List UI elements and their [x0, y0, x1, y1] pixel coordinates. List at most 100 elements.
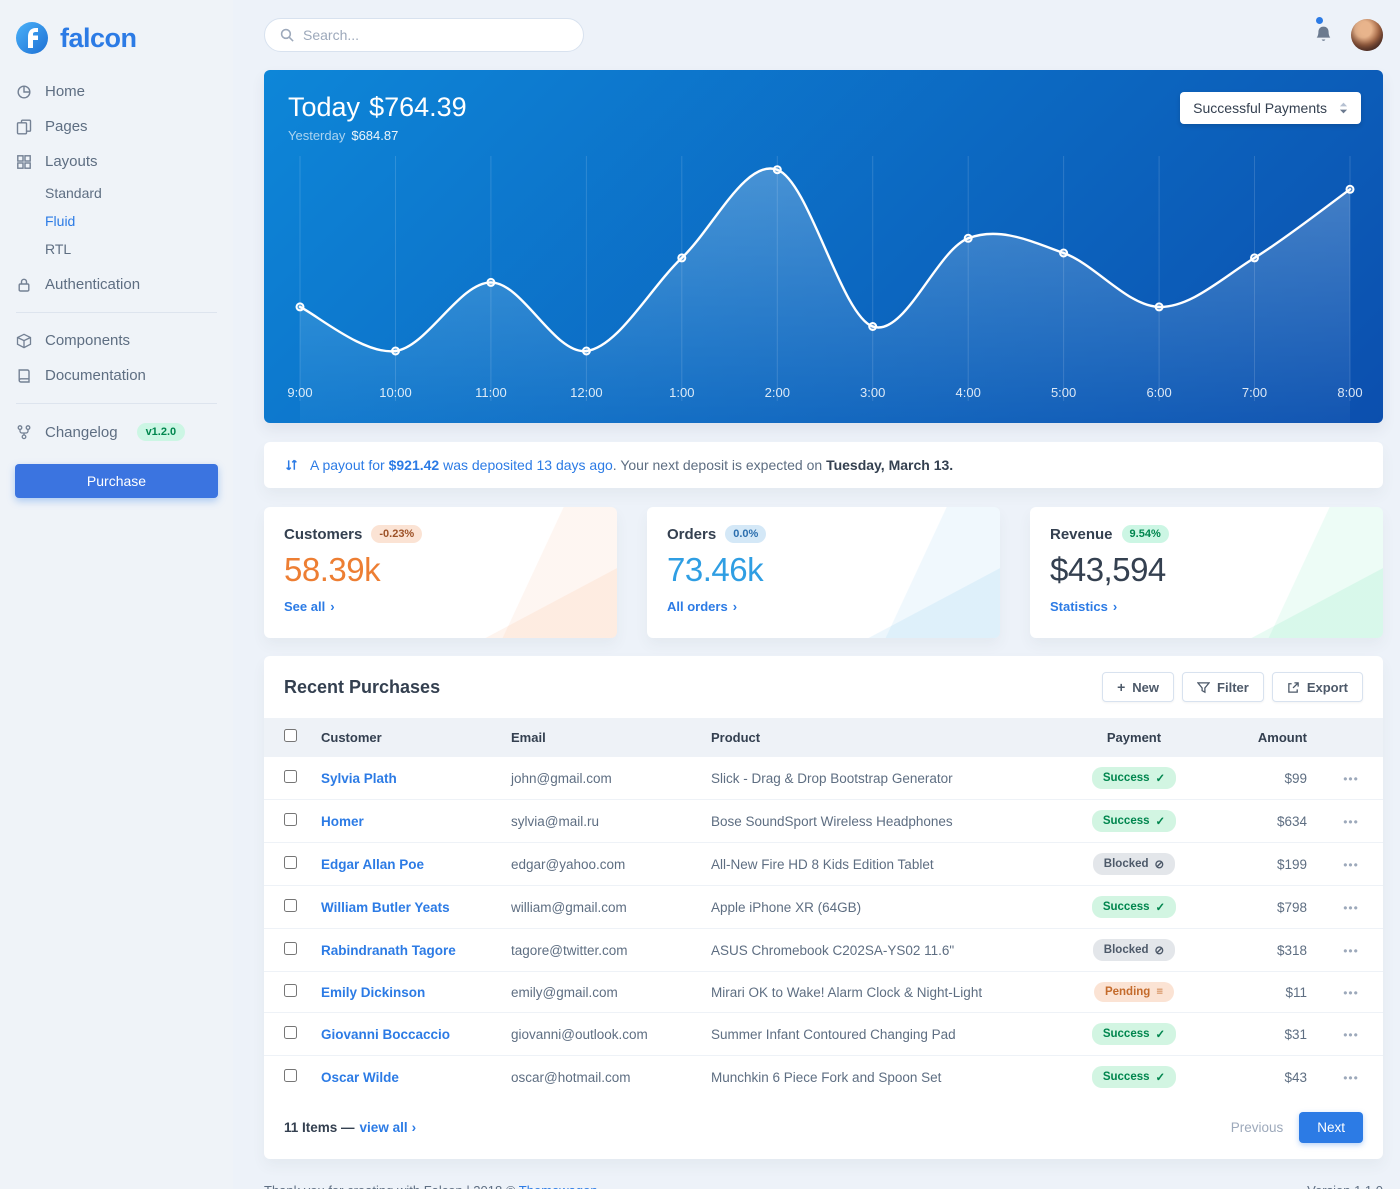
view-all-link[interactable]: view all ›: [359, 1120, 417, 1135]
export-button[interactable]: Export: [1271, 672, 1363, 702]
purchase-button[interactable]: Purchase: [15, 464, 218, 498]
sidebar-item-label: Components: [45, 332, 131, 349]
amount-cell: $11: [1214, 971, 1319, 1013]
chart-today-value: $764.39: [369, 92, 467, 122]
row-checkbox[interactable]: [284, 813, 297, 826]
previous-button[interactable]: Previous: [1230, 1120, 1284, 1135]
sidebar-item-fluid[interactable]: Fluid: [45, 213, 76, 229]
row-checkbox[interactable]: [284, 984, 297, 997]
row-actions-button[interactable]: •••: [1343, 985, 1359, 1000]
payment-status-icon: ✓: [1155, 1029, 1166, 1041]
row-actions-button[interactable]: •••: [1343, 1027, 1359, 1042]
sidebar-item-documentation[interactable]: Documentation: [0, 358, 233, 393]
row-actions-button[interactable]: •••: [1343, 814, 1359, 829]
stat-value: 73.46k: [667, 551, 764, 588]
payout-notice: A payout for $921.42 was deposited 13 da…: [264, 442, 1383, 488]
row-checkbox[interactable]: [284, 770, 297, 783]
page-footer: Thank you for creating with Falcon | 201…: [264, 1173, 1383, 1189]
sidebar-item-components[interactable]: Components: [0, 323, 233, 358]
row-actions-button[interactable]: •••: [1343, 771, 1359, 786]
sidebar-item-home[interactable]: Home: [0, 74, 233, 109]
filter-button[interactable]: Filter: [1182, 672, 1264, 702]
brand-logo[interactable]: falcon: [0, 12, 233, 74]
next-button[interactable]: Next: [1299, 1112, 1363, 1143]
code-branch-icon: [17, 425, 31, 440]
row-checkbox[interactable]: [284, 942, 297, 955]
row-checkbox[interactable]: [284, 899, 297, 912]
notification-indicator: [1316, 17, 1323, 24]
payment-status-icon: ✓: [1155, 902, 1166, 914]
sidebar-item-standard[interactable]: Standard: [45, 185, 102, 201]
svg-text:7:00: 7:00: [1242, 385, 1267, 400]
row-checkbox[interactable]: [284, 1026, 297, 1039]
new-button[interactable]: + New: [1102, 672, 1175, 702]
payout-link[interactable]: A payout for $921.42 was deposited 13 da…: [310, 457, 613, 473]
svg-text:1:00: 1:00: [669, 385, 694, 400]
column-payment: Payment: [1054, 718, 1214, 757]
items-count: 11 Items — view all ›: [284, 1120, 417, 1135]
stat-value: $43,594: [1050, 551, 1166, 588]
email-cell: giovanni@outlook.com: [499, 1012, 699, 1056]
search-box[interactable]: [264, 18, 584, 52]
customer-link[interactable]: Giovanni Boccaccio: [321, 1026, 451, 1042]
svg-text:9:00: 9:00: [287, 385, 312, 400]
row-actions-button[interactable]: •••: [1343, 1070, 1359, 1085]
row-checkbox[interactable]: [284, 1069, 297, 1082]
email-cell: william@gmail.com: [499, 885, 699, 929]
recent-purchases-card: Recent Purchases + New Filter Export: [264, 656, 1383, 1159]
row-actions-button[interactable]: •••: [1343, 900, 1359, 915]
customer-link[interactable]: Edgar Allan Poe: [321, 856, 425, 872]
customer-link[interactable]: Sylvia Plath: [321, 770, 397, 786]
customer-link[interactable]: William Butler Yeats: [321, 899, 450, 915]
statistics-link[interactable]: Statistics ›: [1050, 599, 1118, 614]
customer-link[interactable]: Oscar Wilde: [321, 1069, 399, 1085]
payment-status-icon: ✓: [1155, 1072, 1166, 1084]
row-actions-button[interactable]: •••: [1343, 943, 1359, 958]
themewagon-link[interactable]: Themewagon: [519, 1183, 598, 1189]
payments-filter-value: Successful Payments: [1193, 100, 1327, 116]
email-cell: oscar@hotmail.com: [499, 1055, 699, 1098]
sidebar-item-layouts[interactable]: Layouts: [0, 144, 233, 179]
lock-icon: [18, 278, 30, 292]
product-cell: ASUS Chromebook C202SA-YS02 11.6": [699, 928, 1054, 972]
column-customer: Customer: [309, 718, 499, 757]
notifications-button[interactable]: [1314, 17, 1333, 49]
avatar[interactable]: [1351, 19, 1383, 51]
select-all-checkbox[interactable]: [284, 729, 297, 742]
see-all-link[interactable]: See all ›: [284, 599, 335, 614]
payment-status-icon: ⊘: [1154, 945, 1165, 957]
topbar: [264, 17, 1383, 53]
stat-badge: -0.23%: [371, 525, 423, 543]
search-input[interactable]: [303, 27, 568, 43]
chart-yesterday-value: $684.87: [351, 128, 399, 143]
sidebar-item-authentication[interactable]: Authentication: [0, 267, 233, 302]
payments-filter-select[interactable]: Successful Payments: [1180, 92, 1361, 124]
row-checkbox[interactable]: [284, 856, 297, 869]
purchases-title: Recent Purchases: [284, 676, 441, 697]
stat-value: 58.39k: [284, 551, 381, 588]
table-header-row: Customer Email Product Payment Amount: [264, 718, 1383, 757]
svg-text:11:00: 11:00: [475, 385, 507, 400]
payment-status-icon: ⊘: [1154, 859, 1165, 871]
sidebar: falcon Home Pages Layouts: [0, 0, 233, 1189]
layouts-grid-icon: [17, 154, 31, 169]
sidebar-item-changelog[interactable]: Changelog v1.2.0: [0, 414, 233, 450]
row-actions-button[interactable]: •••: [1343, 857, 1359, 872]
sidebar-item-pages[interactable]: Pages: [0, 109, 233, 144]
payment-badge: Success ✓: [1091, 1023, 1177, 1045]
payment-badge: Success ✓: [1091, 767, 1177, 789]
column-amount: Amount: [1214, 718, 1319, 757]
book-icon: [18, 368, 30, 383]
export-icon: [1288, 681, 1299, 693]
svg-text:6:00: 6:00: [1146, 385, 1171, 400]
customer-link[interactable]: Homer: [321, 813, 364, 829]
payment-badge: Blocked ⊘: [1092, 853, 1176, 875]
email-cell: sylvia@mail.ru: [499, 799, 699, 843]
chevron-right-icon: ›: [1112, 599, 1118, 614]
sidebar-item-rtl[interactable]: RTL: [45, 241, 72, 257]
customer-link[interactable]: Emily Dickinson: [321, 984, 426, 1000]
payment-badge: Success ✓: [1091, 810, 1177, 832]
all-orders-link[interactable]: All orders ›: [667, 599, 738, 614]
email-cell: edgar@yahoo.com: [499, 842, 699, 886]
customer-link[interactable]: Rabindranath Tagore: [321, 942, 456, 958]
